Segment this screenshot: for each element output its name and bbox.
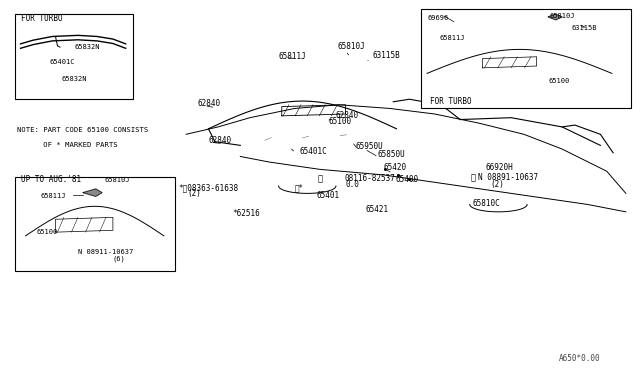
Text: (2): (2) [491, 180, 505, 189]
Text: (2): (2) [188, 189, 202, 198]
Text: 65100: 65100 [328, 117, 351, 126]
Text: *␨08363-61638: *␨08363-61638 [179, 184, 239, 193]
Text: 62840: 62840 [198, 99, 221, 108]
Text: 65810C: 65810C [473, 199, 500, 208]
Polygon shape [83, 189, 102, 196]
Text: A650*0.00: A650*0.00 [559, 355, 600, 363]
Text: NOTE: PART CODE 65100 CONSISTS: NOTE: PART CODE 65100 CONSISTS [17, 128, 148, 134]
Text: Ⓢ: Ⓢ [317, 174, 323, 183]
Text: OF * MARKED PARTS: OF * MARKED PARTS [17, 142, 118, 148]
Text: 65400: 65400 [395, 175, 419, 184]
Text: Ⓝ: Ⓝ [470, 173, 476, 182]
Polygon shape [548, 14, 562, 20]
Text: 66920H: 66920H [486, 163, 513, 172]
Text: 65832N: 65832N [62, 76, 88, 82]
Text: FOR TURBO: FOR TURBO [20, 14, 62, 23]
Text: 62840: 62840 [336, 111, 359, 120]
Text: 65810J: 65810J [549, 13, 575, 19]
Text: 65811J: 65811J [278, 52, 307, 61]
Text: 69696: 69696 [427, 15, 448, 21]
Text: 65421: 65421 [366, 205, 389, 214]
Text: N 08891-10637: N 08891-10637 [478, 173, 538, 182]
Text: 65811J: 65811J [41, 193, 67, 199]
Text: 08116-82537: 08116-82537 [344, 174, 395, 183]
Text: 65401: 65401 [317, 191, 340, 200]
Text: 0.0: 0.0 [346, 180, 360, 189]
Text: UP TO AUG.'81: UP TO AUG.'81 [20, 175, 81, 184]
Bar [15, 177, 175, 271]
Text: 65401C: 65401C [300, 147, 327, 155]
Text: 65850U: 65850U [378, 150, 405, 159]
Text: *62516: *62516 [232, 209, 260, 218]
Text: 63115B: 63115B [572, 25, 597, 31]
Text: 65401C: 65401C [49, 59, 75, 65]
Text: (6): (6) [113, 256, 125, 262]
Text: 65420: 65420 [384, 163, 407, 172]
Text: 62840: 62840 [209, 136, 232, 145]
Text: 65832N: 65832N [75, 44, 100, 50]
Text: FOR TURBO: FOR TURBO [429, 97, 471, 106]
Bar [420, 9, 631, 109]
Text: 65100: 65100 [548, 78, 570, 84]
Text: 65810J: 65810J [104, 177, 130, 183]
Text: N 08911-10637: N 08911-10637 [78, 249, 133, 255]
Text: 63115B: 63115B [372, 51, 400, 60]
Bar [15, 14, 133, 99]
Text: 65811J: 65811J [440, 35, 465, 41]
Text: Ⓢ*: Ⓢ* [294, 184, 303, 193]
Text: 65950U: 65950U [355, 142, 383, 151]
Text: 65100: 65100 [36, 229, 58, 235]
Text: 65810J: 65810J [338, 42, 365, 51]
